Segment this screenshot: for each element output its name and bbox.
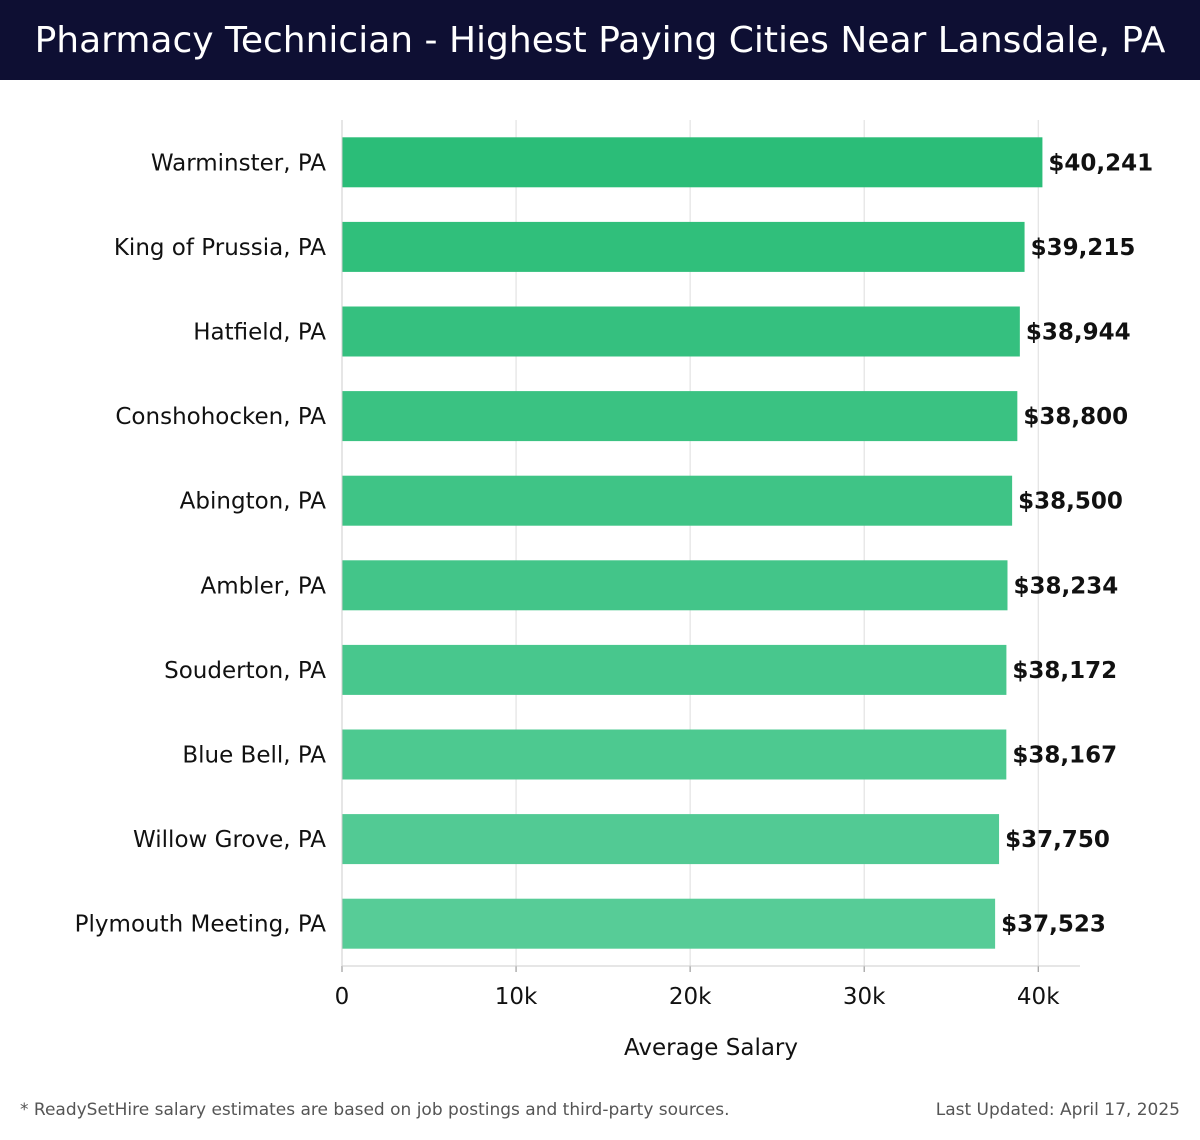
chart-header: Pharmacy Technician - Highest Paying Cit… xyxy=(0,0,1200,80)
x-axis: 0 10k 20k 30k 40k xyxy=(335,120,1080,1010)
category-label: Blue Bell, PA xyxy=(182,743,326,769)
bar xyxy=(342,898,996,949)
category-label: Warminster, PA xyxy=(151,150,326,176)
value-label: $38,944 xyxy=(1026,320,1131,346)
value-label: $38,500 xyxy=(1018,489,1123,515)
value-label: $37,523 xyxy=(1001,912,1106,938)
bar xyxy=(342,391,1018,442)
bar xyxy=(342,729,1007,780)
value-label: $38,800 xyxy=(1023,404,1128,430)
bar xyxy=(342,475,1013,526)
bar xyxy=(342,306,1020,357)
x-axis-label: Average Salary xyxy=(624,1035,798,1061)
bar xyxy=(342,137,1043,188)
category-label: Plymouth Meeting, PA xyxy=(75,912,327,938)
x-tick-label: 20k xyxy=(669,984,712,1010)
category-label: Willow Grove, PA xyxy=(133,827,326,853)
bar xyxy=(342,560,1008,611)
bar-chart: Warminster, PA $40,241 King of Prussia, PA… xyxy=(75,120,1153,1061)
footer-note: * ReadySetHire salary estimates are base… xyxy=(20,1100,730,1120)
bars: Warminster, PA $40,241 King of Prussia, PA… xyxy=(75,137,1153,949)
category-label: Conshohocken, PA xyxy=(115,404,326,430)
bar xyxy=(342,814,1000,865)
x-tick-label: 0 xyxy=(335,984,350,1010)
category-label: Abington, PA xyxy=(180,489,327,515)
bar xyxy=(342,221,1025,272)
value-label: $38,167 xyxy=(1012,743,1117,769)
value-label: $37,750 xyxy=(1005,827,1110,853)
x-tick-label: 40k xyxy=(1017,984,1060,1010)
category-label: King of Prussia, PA xyxy=(114,235,326,261)
value-label: $38,172 xyxy=(1012,658,1117,684)
value-label: $39,215 xyxy=(1031,235,1136,261)
bar xyxy=(342,644,1007,695)
value-label: $40,241 xyxy=(1048,150,1153,176)
x-tick-label: 10k xyxy=(495,984,538,1010)
chart-title: Pharmacy Technician - Highest Paying Cit… xyxy=(34,19,1166,61)
value-label: $38,234 xyxy=(1013,573,1118,599)
category-label: Ambler, PA xyxy=(201,573,327,599)
last-updated: Last Updated: April 17, 2025 xyxy=(935,1100,1180,1120)
category-label: Souderton, PA xyxy=(164,658,326,684)
x-tick-label: 30k xyxy=(843,984,886,1010)
category-label: Hatfield, PA xyxy=(193,320,326,346)
